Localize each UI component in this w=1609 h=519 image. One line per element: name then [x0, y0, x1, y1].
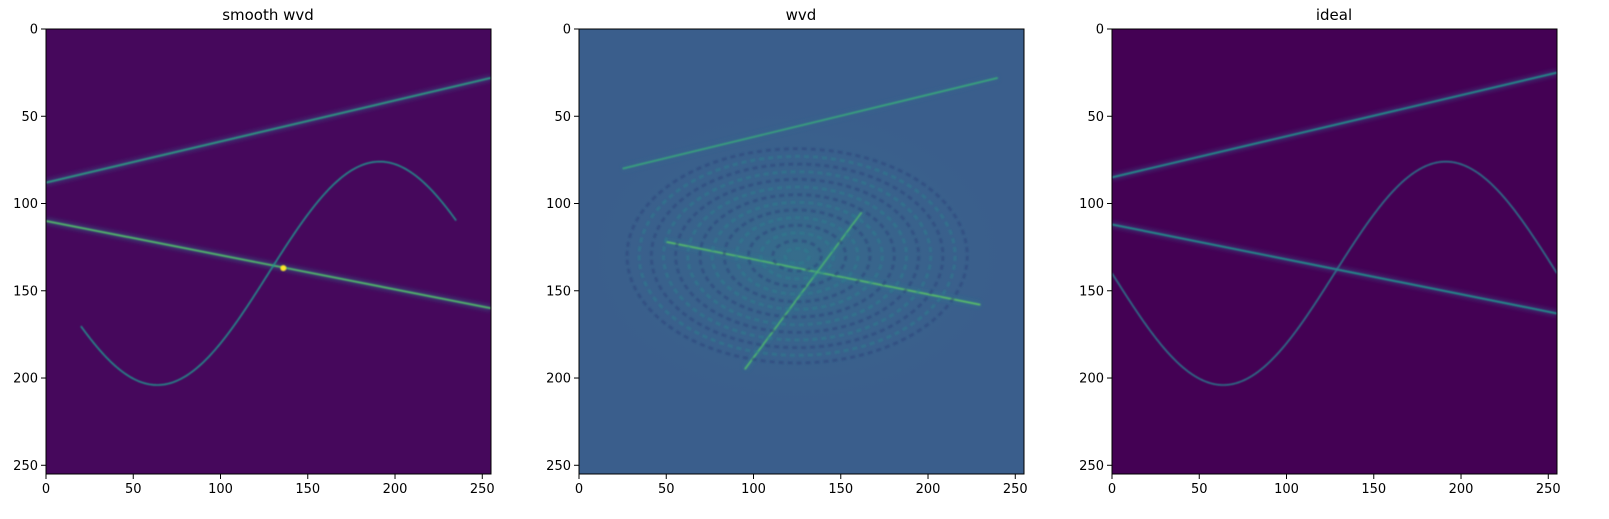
- x-axis: 0 50 100 150 200 250: [1108, 474, 1561, 497]
- heatmap-background: [1112, 29, 1557, 474]
- interference-ring: [759, 231, 836, 281]
- x-tick-label: 250: [470, 482, 495, 497]
- interference-ring: [710, 200, 884, 311]
- heatmap-marks: [46, 74, 491, 386]
- plot-frame: [45, 28, 492, 475]
- y-tick-label: 100: [13, 197, 38, 212]
- x-tick-label: 250: [1003, 482, 1028, 497]
- y-tick-label: 50: [554, 110, 571, 125]
- interference-glow: [579, 81, 1024, 431]
- x-tick-label: 150: [828, 482, 853, 497]
- heatmap-marks: [579, 74, 1024, 431]
- y-tick-label: 100: [1079, 197, 1104, 212]
- y-tick-label: 150: [13, 284, 38, 299]
- panel-ideal: ideal 0 50 100 150 200 250 0 50 100 150 200 250: [1079, 6, 1561, 497]
- panel-smooth-wvd: smooth wvd 0 50 100 150 200 250 0 50 100 150 200 2…: [13, 6, 495, 497]
- sinusoid-ridge: [80, 160, 457, 386]
- interference-ring: [637, 154, 957, 357]
- x-tick-label: 150: [295, 482, 320, 497]
- x-tick-label: 100: [741, 482, 766, 497]
- y-tick-label: 100: [546, 197, 571, 212]
- x-tick-label: 50: [125, 482, 142, 497]
- y-tick-label: 200: [1079, 372, 1104, 387]
- ridge-line: [1112, 71, 1557, 179]
- x-tick-label: 0: [575, 482, 583, 497]
- x-tick-label: 50: [1191, 482, 1208, 497]
- ridge-line: [1112, 223, 1557, 315]
- chart-title: ideal: [1316, 6, 1352, 24]
- interference-ring: [661, 170, 933, 342]
- y-axis: 0 50 100 150 200 250: [546, 23, 579, 474]
- x-tick-label: 0: [42, 482, 50, 497]
- x-tick-label: 200: [383, 482, 408, 497]
- chart-title: wvd: [786, 6, 817, 24]
- y-tick-label: 50: [1087, 110, 1104, 125]
- y-tick-label: 250: [13, 459, 38, 474]
- chart-title: smooth wvd: [222, 6, 314, 24]
- interference-ring: [722, 208, 872, 304]
- interference-ring: [698, 193, 896, 319]
- interference-ring: [686, 185, 908, 327]
- interference-ring: [649, 162, 945, 350]
- interference-ring: [625, 147, 969, 365]
- y-tick-label: 50: [21, 110, 38, 125]
- plot-frame: [578, 28, 1025, 475]
- plot-frame: [1111, 28, 1558, 475]
- x-tick-label: 100: [1274, 482, 1299, 497]
- x-tick-label: 100: [208, 482, 233, 497]
- x-tick-label: 0: [1108, 482, 1116, 497]
- sinusoid-ridge: [1112, 160, 1557, 386]
- x-tick-label: 250: [1536, 482, 1561, 497]
- x-tick-label: 200: [1449, 482, 1474, 497]
- y-tick-label: 200: [13, 372, 38, 387]
- interference-ring: [771, 239, 823, 273]
- y-tick-label: 0: [1096, 23, 1104, 38]
- interference-ring: [783, 246, 811, 266]
- interference-ring: [734, 216, 860, 296]
- peak-point: [280, 265, 287, 272]
- y-tick-label: 150: [1079, 284, 1104, 299]
- interference-ring: [747, 223, 848, 288]
- y-tick-label: 0: [563, 23, 571, 38]
- ridge-line: [46, 76, 491, 184]
- interference-ring: [674, 177, 921, 334]
- y-tick-label: 200: [546, 372, 571, 387]
- x-axis: 0 50 100 150 200 250: [42, 474, 495, 497]
- panel-wvd: wvd 0 50 100 150 200 250 0 50 100 150 200 250: [546, 6, 1028, 497]
- ridge-line: [46, 220, 491, 310]
- y-tick-label: 250: [1079, 459, 1104, 474]
- y-axis: 0 50 100 150 200 250: [13, 23, 46, 474]
- x-axis: 0 50 100 150 200 250: [575, 474, 1028, 497]
- y-axis: 0 50 100 150 200 250: [1079, 23, 1112, 474]
- heatmap-background: [46, 29, 491, 474]
- x-tick-label: 150: [1361, 482, 1386, 497]
- y-tick-label: 150: [546, 284, 571, 299]
- heatmap-marks: [1112, 69, 1557, 386]
- x-tick-label: 50: [658, 482, 675, 497]
- y-tick-label: 0: [30, 23, 38, 38]
- y-tick-label: 250: [546, 459, 571, 474]
- x-tick-label: 200: [916, 482, 941, 497]
